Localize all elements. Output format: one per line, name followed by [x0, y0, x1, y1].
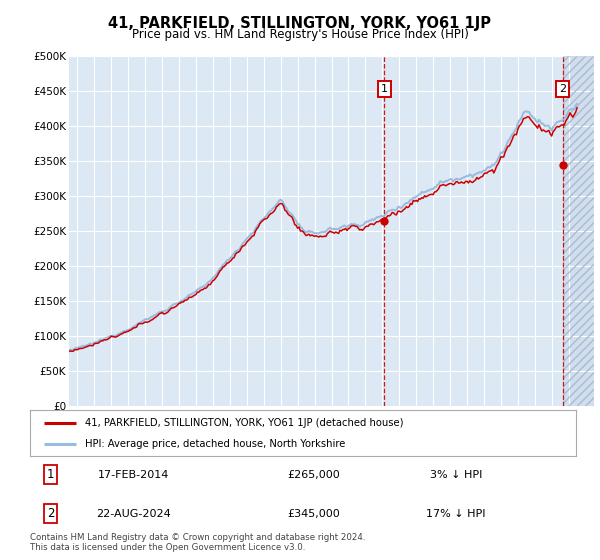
Text: This data is licensed under the Open Government Licence v3.0.: This data is licensed under the Open Gov…	[30, 543, 305, 552]
Text: £265,000: £265,000	[287, 470, 340, 479]
Text: 41, PARKFIELD, STILLINGTON, YORK, YO61 1JP (detached house): 41, PARKFIELD, STILLINGTON, YORK, YO61 1…	[85, 418, 403, 428]
Text: 41, PARKFIELD, STILLINGTON, YORK, YO61 1JP: 41, PARKFIELD, STILLINGTON, YORK, YO61 1…	[109, 16, 491, 31]
Text: 17% ↓ HPI: 17% ↓ HPI	[426, 509, 485, 519]
Text: £345,000: £345,000	[287, 509, 340, 519]
Text: HPI: Average price, detached house, North Yorkshire: HPI: Average price, detached house, Nort…	[85, 439, 345, 449]
Text: 1: 1	[47, 468, 55, 481]
Text: 3% ↓ HPI: 3% ↓ HPI	[430, 470, 482, 479]
Text: Price paid vs. HM Land Registry's House Price Index (HPI): Price paid vs. HM Land Registry's House …	[131, 28, 469, 41]
Text: 1: 1	[381, 84, 388, 94]
Text: 2: 2	[47, 507, 55, 520]
Bar	[563, 56, 600, 406]
Text: 2: 2	[559, 84, 566, 94]
Text: 17-FEB-2014: 17-FEB-2014	[98, 470, 169, 479]
Text: 22-AUG-2024: 22-AUG-2024	[97, 509, 171, 519]
Bar	[563, 56, 600, 406]
Text: Contains HM Land Registry data © Crown copyright and database right 2024.: Contains HM Land Registry data © Crown c…	[30, 533, 365, 542]
